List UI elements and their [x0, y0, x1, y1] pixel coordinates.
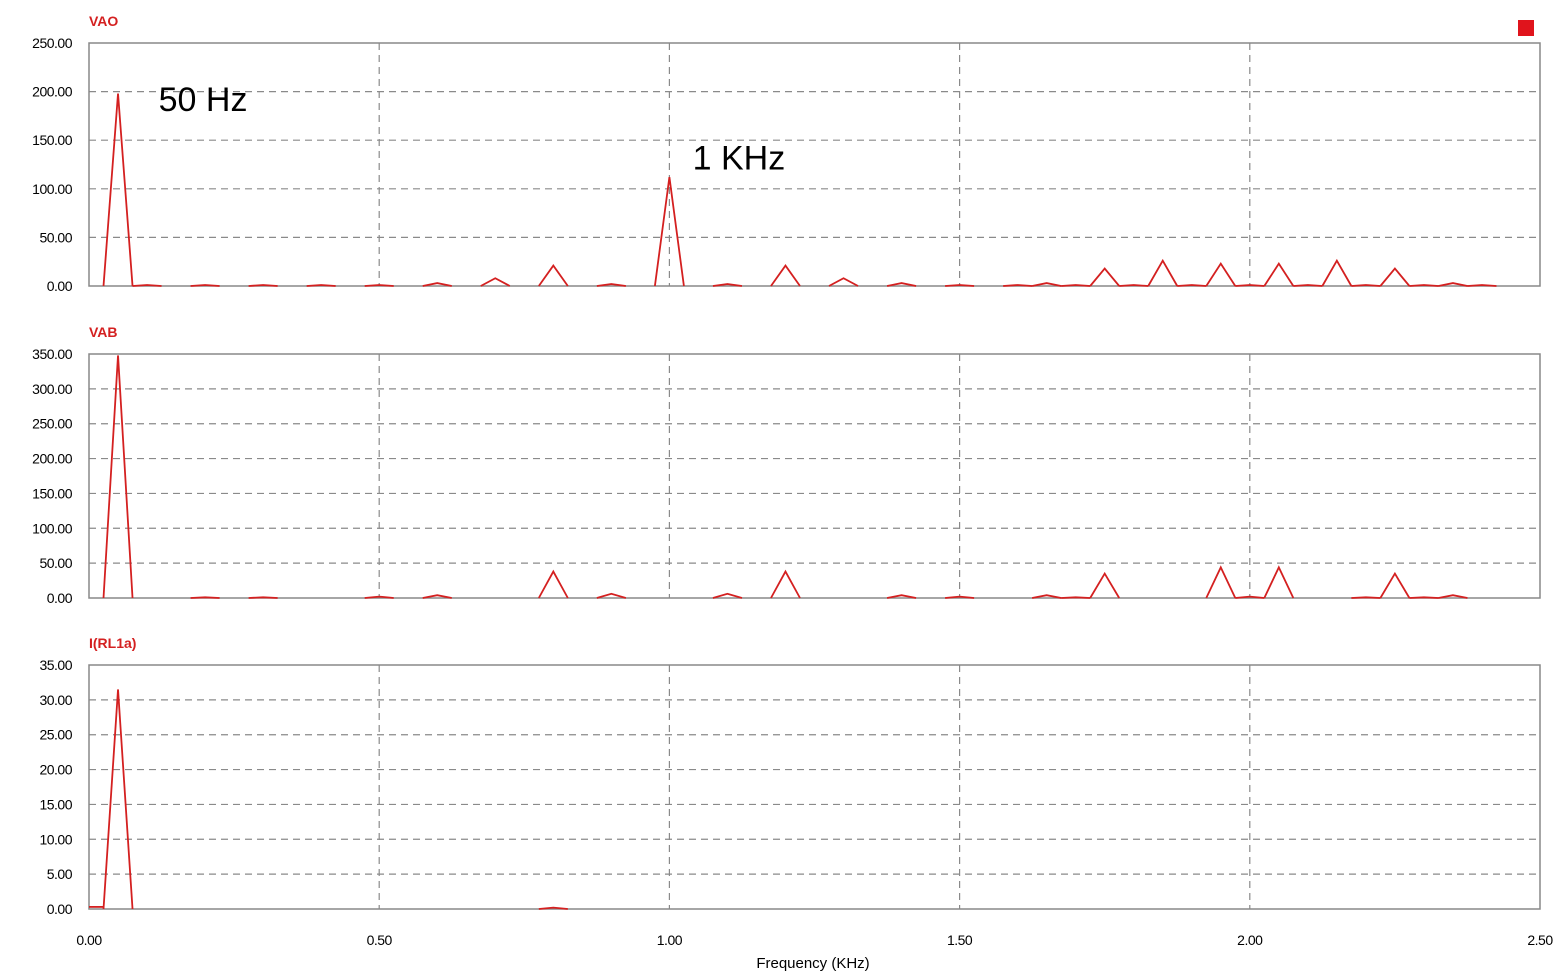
spectrum-peak [102, 93, 134, 287]
spectrum-peak [770, 264, 801, 287]
plot-panel-2: 0.00 50.00 100.00 150.00 200.00 250.00 300.00 3… [32, 324, 1541, 606]
y-tick-label: 35.00 [39, 657, 72, 673]
spectrum-peak [1205, 565, 1237, 599]
spectrum-peak [538, 264, 569, 287]
y-tick-label: 25.00 [39, 727, 72, 743]
plot-title: VAB [89, 324, 118, 340]
y-tick-label: 10.00 [39, 831, 72, 847]
y-tick-label: 100.00 [32, 520, 73, 536]
spectrum-peak [306, 284, 336, 287]
spectrum-peak [248, 596, 278, 599]
spectrum-peak [596, 283, 626, 287]
spectrum-peak [653, 177, 685, 287]
spectrum-peak [190, 284, 220, 287]
spectrum-peak [1061, 284, 1091, 287]
spectrum-peak [1263, 565, 1295, 599]
spectrum-peak [596, 592, 627, 599]
x-tick-label: 2.00 [1237, 932, 1263, 948]
spectrum-peak [945, 595, 975, 599]
y-tick-label: 0.00 [47, 278, 73, 294]
spectrum-peak [1003, 284, 1033, 287]
spectrum-peak [1119, 284, 1149, 287]
plot-panel-1: 0.00 50.00 100.00 150.00 200.00 250.00 VAO 50 H… [32, 13, 1541, 294]
plot-frame [88, 664, 1541, 910]
spectrum-peak [886, 594, 917, 599]
spectrum-peak [190, 596, 220, 599]
spectrum-peak [1351, 284, 1381, 287]
x-axis-label: Frequency (KHz) [756, 955, 869, 972]
spectrum-peak [480, 277, 511, 287]
y-tick-label: 350.00 [32, 346, 73, 362]
y-tick-label: 50.00 [39, 555, 72, 571]
peak-annotation: 50 Hz [159, 81, 248, 119]
plot-title: I(RL1a) [89, 635, 136, 651]
spectrum-peak [1379, 267, 1411, 287]
plot-panel-3: 0.00 5.00 10.00 15.00 20.00 25.00 30.00 35.00 I(… [39, 635, 1553, 972]
spectrum-peak [364, 595, 394, 599]
spectrum-peak [1089, 267, 1120, 287]
spectrum-peak [132, 284, 162, 287]
spectrum-peak [1031, 594, 1062, 599]
spectrum-peak [1321, 258, 1353, 287]
spectrum-peak [712, 592, 743, 599]
y-tick-label: 50.00 [39, 229, 72, 245]
y-tick-label: 5.00 [47, 866, 73, 882]
x-tick-label: 2.50 [1527, 932, 1553, 948]
spectrum-peak [712, 283, 743, 287]
plot-title: VAO [89, 13, 118, 29]
spectrum-peak [828, 277, 859, 287]
plot-frame [88, 42, 1541, 287]
x-tick-label: 1.50 [947, 932, 973, 948]
x-tick-label: 0.00 [76, 932, 102, 948]
spectrum-peak [1438, 282, 1468, 287]
spectrum-peak [422, 282, 452, 287]
spectrum-peak [1467, 284, 1497, 287]
x-tick-label: 1.00 [657, 932, 683, 948]
x-tick-label: 0.50 [367, 932, 393, 948]
spectrum-peak [1089, 571, 1120, 599]
y-tick-label: 20.00 [39, 762, 72, 778]
spectrum-peak [1409, 596, 1439, 599]
spectrum-peak [1235, 284, 1265, 287]
spectrum-peak [1147, 258, 1179, 287]
spectrum-peak [364, 284, 394, 287]
y-tick-label: 200.00 [32, 84, 73, 100]
spectrum-peak [248, 284, 278, 287]
peak-annotation: 1 KHz [693, 139, 786, 177]
y-tick-label: 150.00 [32, 132, 73, 148]
spectrum-peak [1263, 261, 1295, 287]
y-tick-label: 0.00 [47, 590, 73, 606]
spectrum-peak [1177, 284, 1207, 287]
y-tick-label: 200.00 [32, 451, 73, 467]
spectrum-peak [1351, 596, 1381, 599]
legend-marker [1518, 20, 1534, 36]
y-tick-label: 250.00 [32, 416, 73, 432]
y-tick-label: 250.00 [32, 35, 73, 51]
y-tick-label: 150.00 [32, 485, 73, 501]
spectrum-peak [1031, 282, 1062, 287]
spectrum-peak [1379, 571, 1411, 599]
spectrum-peak [538, 569, 569, 599]
spectrum-peak [1235, 595, 1265, 599]
spectrum-peak [1293, 284, 1323, 287]
y-tick-label: 30.00 [39, 692, 72, 708]
y-tick-label: 300.00 [32, 381, 73, 397]
spectrum-peak [102, 355, 134, 599]
spectrum-peak [1409, 284, 1439, 287]
plot-frame [88, 353, 1541, 599]
spectrum-peak [102, 689, 134, 910]
spectrum-peak [538, 906, 568, 910]
y-tick-label: 0.00 [47, 901, 73, 917]
spectrum-peak [422, 594, 452, 599]
spectrum-peak [1061, 596, 1091, 599]
spectrum-peak [1205, 261, 1237, 287]
spectrum-peak [945, 284, 975, 287]
y-tick-label: 15.00 [39, 796, 72, 812]
spectrum-peak [770, 569, 801, 599]
y-tick-label: 100.00 [32, 181, 73, 197]
spectrum-peak [1438, 594, 1468, 599]
spectrum-peak [886, 282, 917, 287]
